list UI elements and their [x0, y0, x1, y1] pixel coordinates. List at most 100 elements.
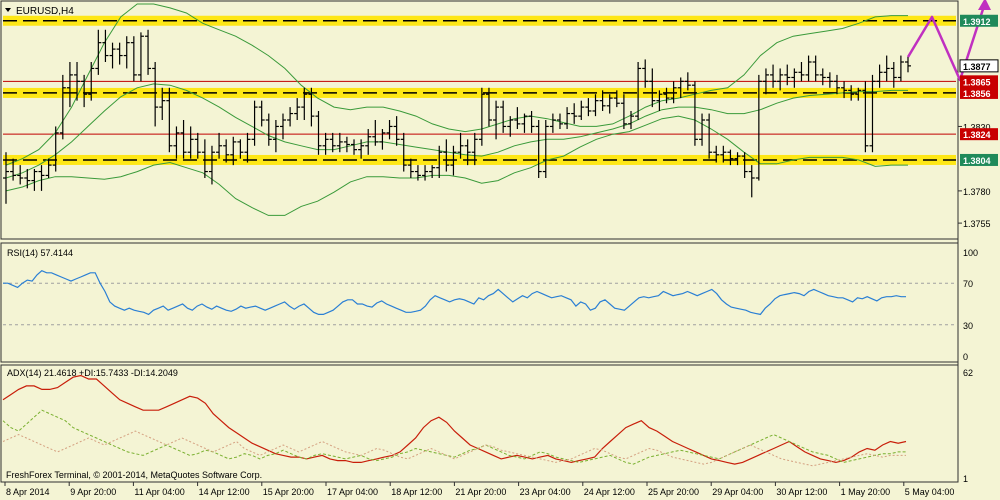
ohlc-bar [31, 168, 38, 191]
ohlc-bar [450, 145, 457, 176]
price-badge-text: 1.3804 [963, 156, 991, 166]
ohlc-bar [17, 165, 24, 185]
ohlc-bar [542, 120, 549, 178]
ohlc-bar [10, 158, 17, 181]
ohlc-bar [38, 165, 45, 191]
ohlc-bar [294, 98, 301, 120]
ohlc-bar [500, 100, 507, 133]
ohlc-bar [798, 62, 805, 82]
rsi-tick-label: 30 [963, 321, 973, 331]
ohlc-bar [791, 68, 798, 88]
ohlc-bar [343, 136, 350, 153]
price-badge-box [960, 86, 998, 99]
ohlc-bar [457, 132, 464, 159]
adx-panel-frame [0, 364, 959, 483]
ohlc-bar [407, 158, 414, 178]
ohlc-bar [279, 113, 286, 140]
ohlc-bar [187, 126, 194, 159]
ohlc-bar [649, 68, 656, 108]
price-tick-label: 1.3755 [963, 219, 991, 229]
ohlc-bar [599, 90, 606, 111]
ohlc-bar [3, 152, 9, 204]
ohlc-bar [471, 132, 478, 166]
ohlc-bar [95, 29, 102, 75]
level-zone-1.3912 [3, 15, 956, 26]
ohlc-bar [556, 113, 563, 130]
ohlc-bar [805, 55, 812, 82]
time-tick-label: 21 Apr 20:00 [455, 487, 506, 497]
price-badge-box [959, 59, 999, 73]
ohlc-bar [265, 113, 272, 146]
ohlc-bar [862, 81, 869, 153]
ohlc-bar [571, 103, 578, 124]
ohlc-bar [166, 87, 173, 153]
time-tick-label: 11 Apr 04:00 [134, 487, 184, 497]
ohlc-bar [351, 139, 358, 155]
ohlc-bar [869, 74, 876, 153]
ohlc-bar [201, 139, 208, 178]
price-badge-text: 1.3865 [963, 77, 991, 87]
ohlc-bar [308, 87, 315, 127]
ohlc-bar [521, 113, 528, 133]
price-badge-box [960, 128, 998, 141]
ohlc-bar [493, 100, 500, 140]
bollinger-lower-band [5, 115, 908, 216]
ohlc-bar [549, 113, 556, 133]
ohlc-bar [386, 120, 393, 140]
ohlc-bar [684, 72, 691, 91]
rsi-tick-label: 70 [963, 279, 973, 289]
ohlc-bar [301, 87, 308, 120]
ohlc-bar [762, 68, 769, 95]
ohlc-bar [194, 132, 201, 159]
di-plus-line [2, 409, 906, 465]
ohlc-bar [329, 132, 336, 153]
ohlc-bar [365, 129, 372, 155]
symbol-label: EURUSD,H4 [16, 6, 74, 17]
ohlc-bar [66, 62, 73, 108]
ohlc-bar [748, 165, 755, 198]
ohlc-bar [656, 90, 663, 111]
price-panel: 1.3830 1.3780 1.3755 1.3877 1.3865 1.3856 1.38… [3, 0, 999, 229]
ohlc-bar [642, 59, 649, 88]
ohlc-bar [244, 132, 251, 163]
ohlc-bar [208, 145, 215, 185]
time-tick-label: 5 May 04:00 [905, 487, 955, 497]
ohlc-bar [414, 165, 421, 181]
ohlc-bar [677, 77, 684, 99]
time-tick-label: 15 Apr 20:00 [263, 487, 314, 497]
ohlc-bar [180, 120, 187, 159]
time-tick-label: 8 Apr 2014 [6, 487, 50, 497]
price-badge-text: 1.3824 [963, 130, 991, 140]
ohlc-bar [59, 74, 66, 140]
ohlc-bar [443, 139, 450, 172]
ohlc-bar [848, 85, 855, 101]
ohlc-bar [535, 120, 542, 178]
ohlc-bar [173, 126, 180, 159]
ohlc-bar [237, 139, 244, 159]
price-badge-text: 1.3877 [963, 62, 991, 72]
ohlc-bar [691, 81, 698, 146]
ohlc-bar [876, 64, 883, 88]
price-badge-1.3912: 1.3912 [960, 14, 998, 27]
ohlc-bar [81, 74, 88, 108]
ohlc-bar [159, 87, 166, 120]
price-tick-label: 1.3780 [963, 187, 991, 197]
ohlc-bar [897, 55, 904, 82]
adx-panel: 62 1 [2, 368, 973, 484]
ohlc-bar [322, 132, 329, 155]
ohlc-bar [741, 152, 748, 178]
time-tick-label: 9 Apr 20:00 [70, 487, 116, 497]
ohlc-bar [130, 36, 137, 82]
adx-tick-label: 1 [963, 474, 968, 484]
ohlc-bar [905, 56, 911, 73]
ohlc-bar [478, 87, 485, 146]
ohlc-bar [287, 107, 294, 127]
time-tick-label: 17 Apr 04:00 [327, 487, 378, 497]
symbol-menu[interactable]: EURUSD,H4 [5, 6, 74, 17]
ohlc-bar [819, 68, 826, 86]
ohlc-bar [429, 165, 436, 178]
ohlc-bar [620, 94, 627, 130]
time-tick-label: 29 Apr 04:00 [712, 487, 763, 497]
